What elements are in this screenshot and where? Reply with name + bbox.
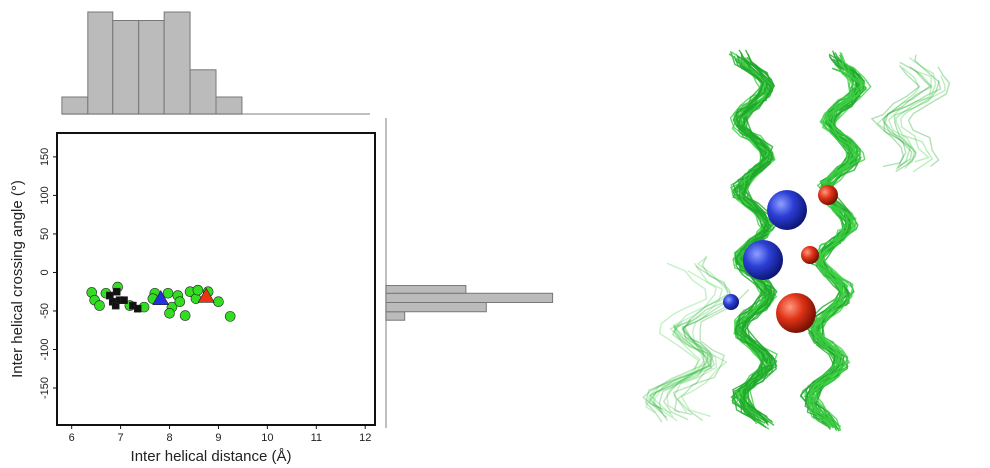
figure: Inter helical distance (Å) Inter helical…: [0, 0, 990, 468]
scatter-point: [213, 297, 223, 307]
y-tick-label: -100: [39, 338, 51, 360]
y-tick-label: -50: [39, 303, 51, 319]
hist-bar: [386, 302, 486, 311]
hist-bar: [164, 12, 190, 114]
scatter-point: [163, 288, 173, 298]
scatter-point: [180, 311, 190, 321]
atom-sphere: [801, 246, 819, 264]
hist-bar: [386, 286, 466, 294]
hist-bar: [88, 12, 113, 114]
y-tick-label: 0: [39, 269, 51, 275]
y-tick-label: 50: [39, 228, 51, 240]
x-tick-label: 7: [118, 432, 124, 444]
x-tick-label: 10: [261, 432, 273, 444]
x-tick-label: 11: [311, 432, 322, 444]
scatter-square: [113, 288, 120, 295]
x-tick-label: 6: [69, 432, 75, 444]
backbone-trace: [883, 67, 932, 166]
backbone-trace: [901, 76, 945, 162]
atom-sphere: [767, 190, 807, 230]
scatter-point: [193, 285, 203, 295]
atom-sphere: [743, 240, 783, 280]
x-axis-label: Inter helical distance (Å): [131, 448, 292, 465]
scatter-point: [95, 301, 105, 311]
scatter-point: [225, 311, 235, 321]
hist-bar: [62, 97, 88, 114]
hist-bar: [190, 70, 216, 114]
y-axis-label: Inter helical crossing angle (°): [9, 180, 26, 378]
hist-bar: [139, 21, 164, 115]
hist-bar: [113, 21, 139, 115]
hist-bar: [216, 97, 242, 114]
x-tick-label: 12: [359, 432, 371, 444]
molecule-render: [643, 50, 949, 431]
hist-bar: [386, 293, 553, 302]
backbone-trace: [877, 68, 918, 169]
y-tick-label: -150: [39, 377, 51, 399]
scatter-point: [165, 308, 175, 318]
plot-frame: [57, 133, 375, 425]
hist-bar: [386, 312, 405, 320]
x-tick-label: 8: [166, 432, 172, 444]
scatter-point: [175, 297, 185, 307]
atom-sphere: [723, 294, 739, 310]
x-tick-label: 9: [215, 432, 221, 444]
y-tick-label: 100: [39, 186, 51, 204]
scatter-square: [134, 305, 141, 312]
atom-sphere: [818, 185, 838, 205]
scatter-plot: Inter helical distance (Å) Inter helical…: [9, 12, 553, 465]
scatter-square: [121, 297, 128, 304]
atom-sphere: [776, 293, 816, 333]
y-tick-label: 150: [39, 148, 51, 166]
